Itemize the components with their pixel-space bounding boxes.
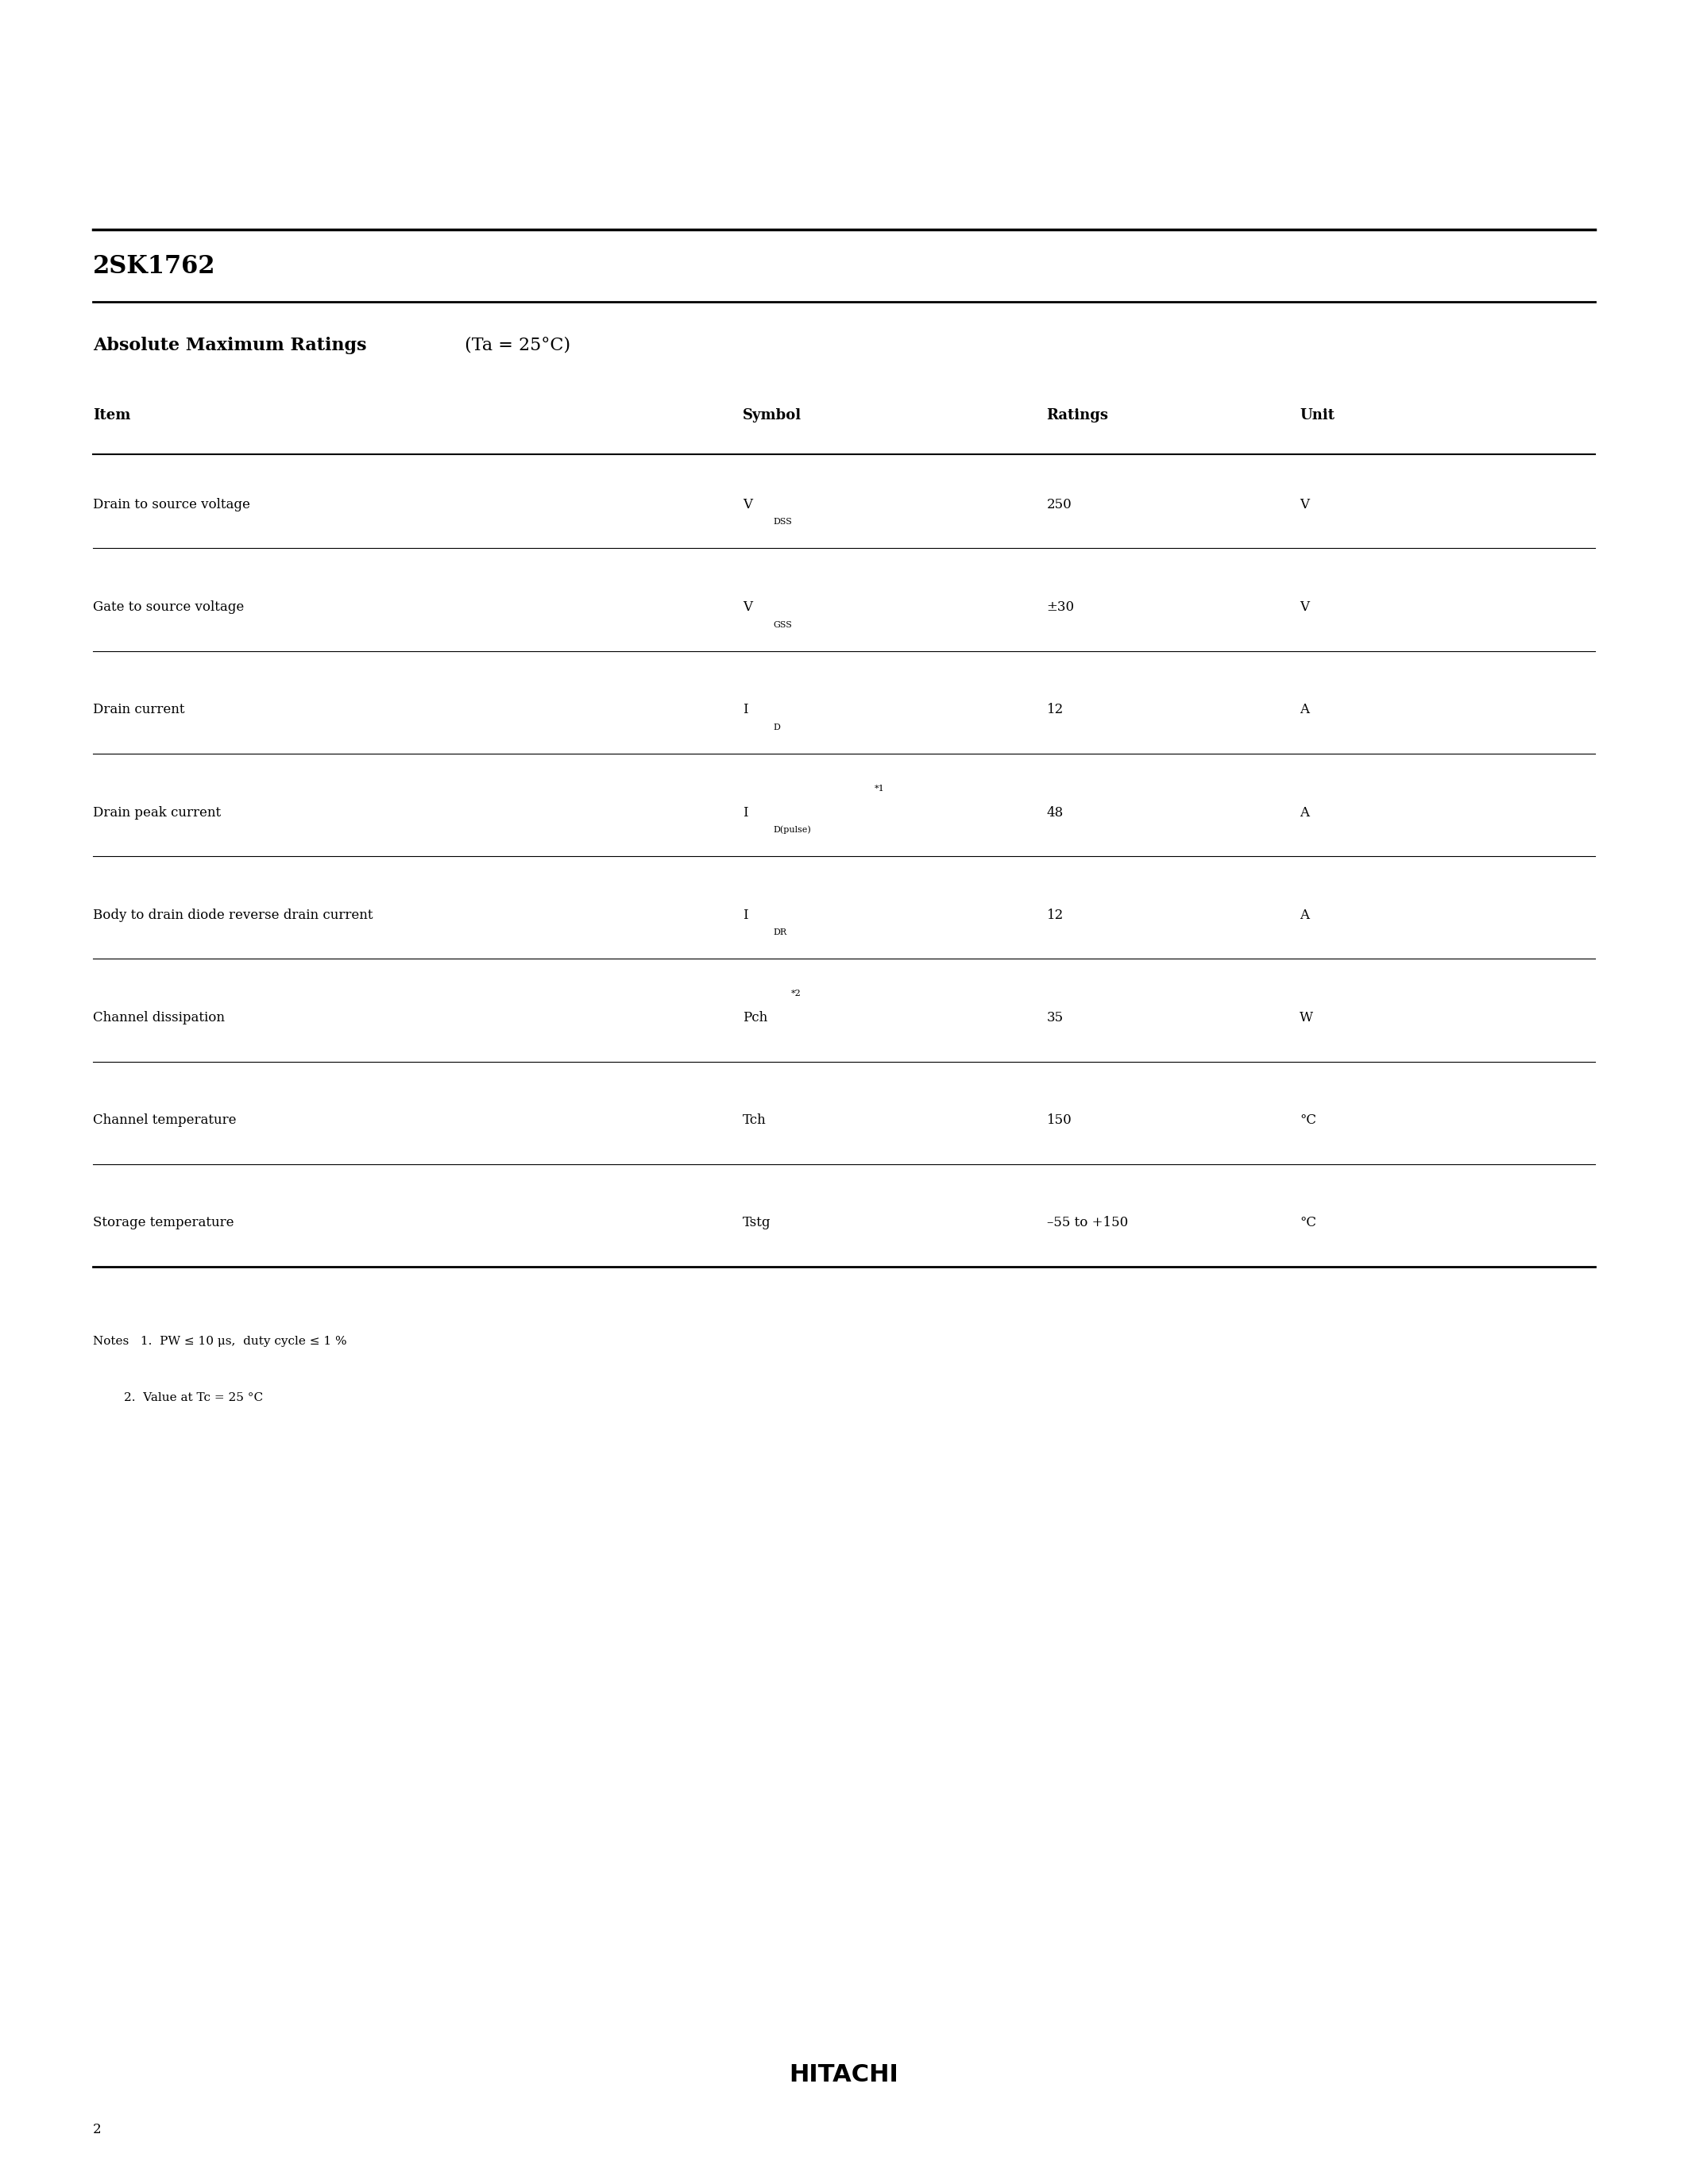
- Text: 12: 12: [1047, 703, 1063, 716]
- Text: °C: °C: [1300, 1114, 1317, 1127]
- Text: A: A: [1300, 909, 1310, 922]
- Text: 2: 2: [93, 2123, 101, 2136]
- Text: I: I: [743, 806, 748, 819]
- Text: DSS: DSS: [773, 518, 792, 526]
- Text: Notes   1.  PW ≤ 10 μs,  duty cycle ≤ 1 %: Notes 1. PW ≤ 10 μs, duty cycle ≤ 1 %: [93, 1334, 346, 1348]
- Text: Unit: Unit: [1300, 408, 1335, 422]
- Text: 250: 250: [1047, 498, 1072, 511]
- Text: Body to drain diode reverse drain current: Body to drain diode reverse drain curren…: [93, 909, 373, 922]
- Text: 150: 150: [1047, 1114, 1072, 1127]
- Text: *2: *2: [792, 989, 802, 998]
- Text: Channel dissipation: Channel dissipation: [93, 1011, 225, 1024]
- Text: Storage temperature: Storage temperature: [93, 1216, 235, 1230]
- Text: Item: Item: [93, 408, 130, 422]
- Text: Pch: Pch: [743, 1011, 768, 1024]
- Text: V: V: [743, 601, 753, 614]
- Text: 12: 12: [1047, 909, 1063, 922]
- Text: V: V: [1300, 498, 1310, 511]
- Text: ±30: ±30: [1047, 601, 1075, 614]
- Text: Tstg: Tstg: [743, 1216, 771, 1230]
- Text: Symbol: Symbol: [743, 408, 802, 422]
- Text: I: I: [743, 909, 748, 922]
- Text: A: A: [1300, 806, 1310, 819]
- Text: *1: *1: [874, 784, 885, 793]
- Text: I: I: [743, 703, 748, 716]
- Text: Ratings: Ratings: [1047, 408, 1109, 422]
- Text: A: A: [1300, 703, 1310, 716]
- Text: (Ta = 25°C): (Ta = 25°C): [459, 336, 571, 354]
- Text: HITACHI: HITACHI: [790, 2064, 898, 2086]
- Text: Absolute Maximum Ratings: Absolute Maximum Ratings: [93, 336, 366, 354]
- Text: 48: 48: [1047, 806, 1063, 819]
- Text: V: V: [1300, 601, 1310, 614]
- Text: 35: 35: [1047, 1011, 1063, 1024]
- Text: DR: DR: [773, 928, 787, 937]
- Text: Drain peak current: Drain peak current: [93, 806, 221, 819]
- Text: D: D: [773, 723, 780, 732]
- Text: V: V: [743, 498, 753, 511]
- Text: °C: °C: [1300, 1216, 1317, 1230]
- Text: Drain to source voltage: Drain to source voltage: [93, 498, 250, 511]
- Text: Channel temperature: Channel temperature: [93, 1114, 236, 1127]
- Text: Gate to source voltage: Gate to source voltage: [93, 601, 245, 614]
- Text: 2.  Value at Tc = 25 °C: 2. Value at Tc = 25 °C: [93, 1391, 263, 1404]
- Text: 2SK1762: 2SK1762: [93, 253, 216, 280]
- Text: Tch: Tch: [743, 1114, 766, 1127]
- Text: D(pulse): D(pulse): [773, 826, 810, 834]
- Text: W: W: [1300, 1011, 1313, 1024]
- Text: Drain current: Drain current: [93, 703, 184, 716]
- Text: GSS: GSS: [773, 620, 792, 629]
- Text: –55 to +150: –55 to +150: [1047, 1216, 1128, 1230]
